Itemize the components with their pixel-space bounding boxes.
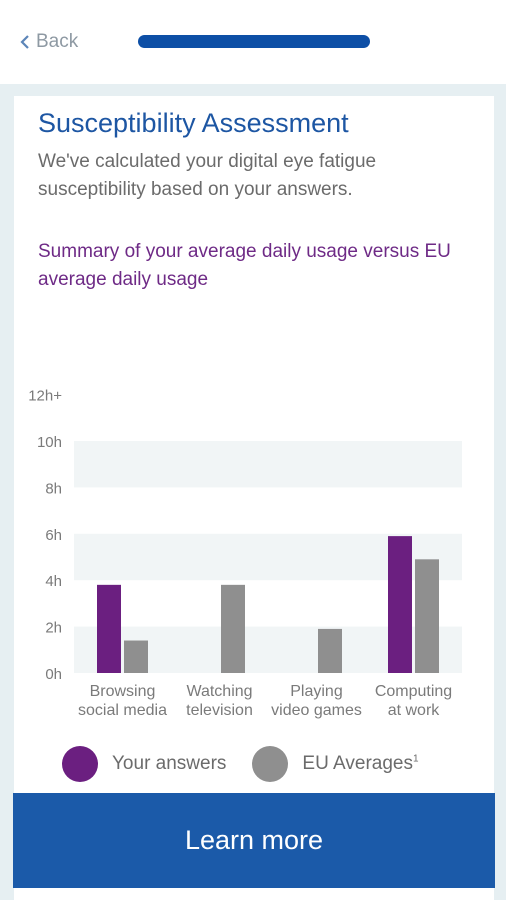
bar bbox=[415, 559, 439, 673]
summary-heading: Summary of your average daily usage vers… bbox=[38, 241, 451, 290]
eu-averages-swatch bbox=[252, 746, 289, 782]
learn-more-button[interactable]: Learn more bbox=[13, 793, 495, 888]
bar bbox=[388, 536, 412, 673]
assessment-card: Susceptibility Assessment We've calculat… bbox=[14, 96, 494, 900]
y-tick-label: 8h bbox=[45, 480, 62, 497]
y-tick-label: 10h bbox=[37, 434, 62, 451]
y-tick-label: 4h bbox=[45, 573, 62, 590]
y-tick-label: 6h bbox=[45, 527, 62, 544]
legend-eu-averages: EU Averages1 bbox=[252, 746, 419, 782]
chevron-left-icon bbox=[20, 35, 29, 49]
legend-your-answers: Your answers bbox=[62, 746, 226, 782]
y-tick-label: 0h bbox=[45, 666, 62, 683]
top-bar: Back bbox=[0, 0, 506, 84]
bar bbox=[97, 584, 121, 673]
x-category-label: Playing bbox=[290, 683, 342, 700]
bar bbox=[318, 628, 342, 673]
page-title: Susceptibility Assessment bbox=[38, 108, 349, 138]
your-answers-label: Your answers bbox=[112, 753, 227, 774]
bar bbox=[221, 584, 245, 673]
x-category-label: television bbox=[186, 702, 253, 719]
grid-band bbox=[74, 441, 462, 488]
eu-footnote-marker: 1 bbox=[412, 753, 419, 765]
usage-bar-chart: 0h 2h 4h 6h 8h 10h 12h+ Browsing social media Wat… bbox=[28, 388, 462, 719]
your-answers-swatch bbox=[62, 746, 98, 782]
back-button[interactable]: Back bbox=[20, 30, 78, 54]
eu-averages-label: EU Averages bbox=[302, 753, 413, 774]
x-category-label: Watching bbox=[186, 683, 252, 700]
back-label: Back bbox=[36, 31, 79, 52]
progress-bar bbox=[138, 35, 370, 48]
intro-text: We've calculated your digital eye fatigu… bbox=[38, 151, 377, 200]
y-tick-label: 12h+ bbox=[28, 388, 62, 405]
x-category-label: video games bbox=[271, 702, 362, 719]
x-category-label: social media bbox=[78, 702, 167, 719]
x-category-label: Browsing bbox=[90, 683, 156, 700]
y-tick-label: 2h bbox=[45, 620, 62, 637]
bar bbox=[124, 640, 148, 673]
x-category-label: at work bbox=[388, 702, 441, 719]
x-category-label: Computing bbox=[375, 683, 452, 700]
chart-legend: Your answers EU Averages1 bbox=[62, 744, 445, 784]
